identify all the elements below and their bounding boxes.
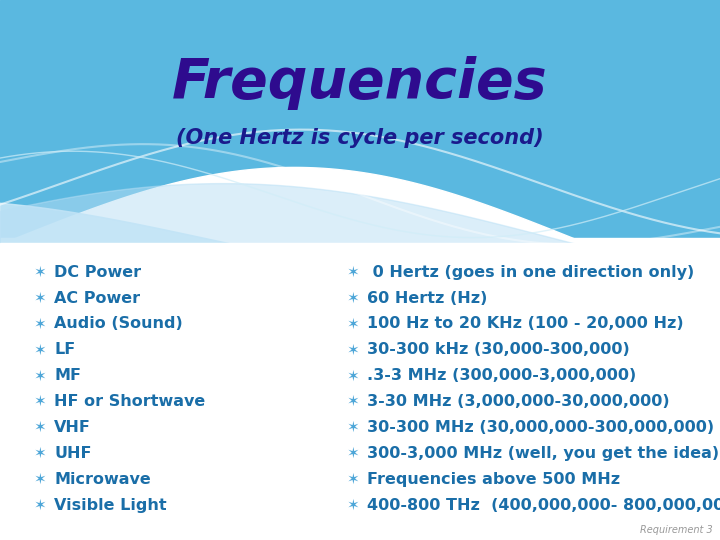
Text: ✶: ✶ <box>33 316 46 332</box>
Text: 60 Hertz (Hz): 60 Hertz (Hz) <box>367 291 487 306</box>
Text: ✶: ✶ <box>346 446 359 461</box>
Text: 3-30 MHz (3,000,000-30,000,000): 3-30 MHz (3,000,000-30,000,000) <box>367 394 670 409</box>
Bar <box>0 243 720 540</box>
Text: LF: LF <box>54 342 76 357</box>
Text: ✶: ✶ <box>33 368 46 383</box>
Text: Audio (Sound): Audio (Sound) <box>54 316 183 332</box>
Text: ✶: ✶ <box>346 265 359 280</box>
Text: ✶: ✶ <box>33 420 46 435</box>
Text: ✶: ✶ <box>346 498 359 513</box>
Text: ✶: ✶ <box>346 368 359 383</box>
Text: VHF: VHF <box>54 420 91 435</box>
Text: Frequencies above 500 MHz: Frequencies above 500 MHz <box>367 472 621 487</box>
Text: ✶: ✶ <box>33 472 46 487</box>
Text: AC Power: AC Power <box>54 291 140 306</box>
Text: 30-300 MHz (30,000,000-300,000,000): 30-300 MHz (30,000,000-300,000,000) <box>367 420 714 435</box>
Bar <box>0 238 720 540</box>
Text: ✶: ✶ <box>346 394 359 409</box>
Text: ✶: ✶ <box>33 446 46 461</box>
Text: Requirement 3: Requirement 3 <box>640 524 713 535</box>
Text: Visible Light: Visible Light <box>54 498 166 513</box>
Text: 100 Hz to 20 KHz (100 - 20,000 Hz): 100 Hz to 20 KHz (100 - 20,000 Hz) <box>367 316 684 332</box>
Text: Microwave: Microwave <box>54 472 150 487</box>
Text: ✶: ✶ <box>346 472 359 487</box>
Text: ✶: ✶ <box>33 291 46 306</box>
Text: DC Power: DC Power <box>54 265 141 280</box>
Text: ✶: ✶ <box>346 342 359 357</box>
Text: ✶: ✶ <box>33 498 46 513</box>
Text: 400-800 THz  (400,000,000- 800,000,000 MHz): 400-800 THz (400,000,000- 800,000,000 MH… <box>367 498 720 513</box>
Text: ✶: ✶ <box>346 420 359 435</box>
Text: (One Hertz is cycle per second): (One Hertz is cycle per second) <box>176 128 544 148</box>
Text: 0 Hertz (goes in one direction only): 0 Hertz (goes in one direction only) <box>367 265 695 280</box>
Text: .3-3 MHz (300,000-3,000,000): .3-3 MHz (300,000-3,000,000) <box>367 368 636 383</box>
Text: 30-300 kHz (30,000-300,000): 30-300 kHz (30,000-300,000) <box>367 342 630 357</box>
Text: Frequencies: Frequencies <box>172 56 548 110</box>
Text: ✶: ✶ <box>33 394 46 409</box>
Text: ✶: ✶ <box>33 342 46 357</box>
Bar <box>0 0 720 238</box>
Text: ✶: ✶ <box>33 265 46 280</box>
Text: ✶: ✶ <box>346 291 359 306</box>
Text: HF or Shortwave: HF or Shortwave <box>54 394 205 409</box>
Text: MF: MF <box>54 368 81 383</box>
Text: ✶: ✶ <box>346 316 359 332</box>
Text: UHF: UHF <box>54 446 91 461</box>
Text: 300-3,000 MHz (well, you get the idea): 300-3,000 MHz (well, you get the idea) <box>367 446 719 461</box>
